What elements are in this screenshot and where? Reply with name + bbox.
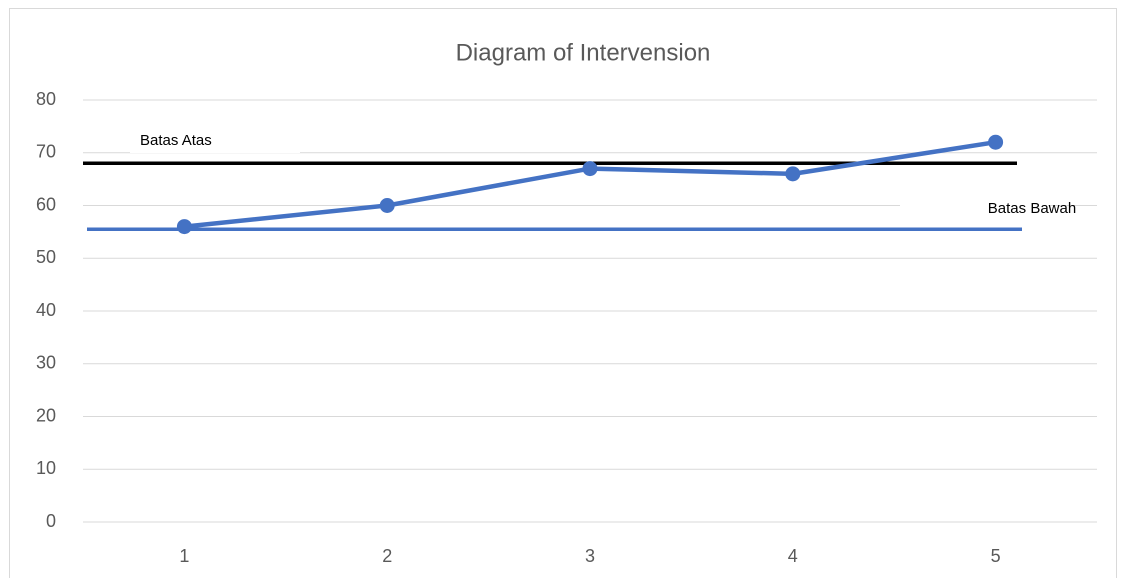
reference-label: Batas Atas <box>140 132 212 149</box>
data-point <box>988 134 1004 150</box>
y-tick-label: 30 <box>36 353 56 373</box>
y-tick-label: 20 <box>36 405 56 425</box>
x-tick-label: 3 <box>585 546 595 566</box>
x-tick-label: 5 <box>991 546 1001 566</box>
y-tick-label: 60 <box>36 194 56 214</box>
data-point <box>176 219 192 235</box>
chart-border <box>9 8 1117 578</box>
reference-label: Batas Bawah <box>988 200 1076 217</box>
y-tick-label: 70 <box>36 142 56 162</box>
y-tick-label: 50 <box>36 247 56 267</box>
data-point <box>582 161 598 177</box>
chart-title: Diagram of Intervension <box>456 39 711 66</box>
label-background <box>130 129 300 153</box>
label-background <box>900 197 1050 221</box>
x-tick-label: 1 <box>179 546 189 566</box>
x-tick-label: 4 <box>788 546 798 566</box>
y-tick-label: 80 <box>36 89 56 109</box>
y-tick-label: 10 <box>36 458 56 478</box>
data-point <box>785 166 801 182</box>
y-tick-label: 40 <box>36 300 56 320</box>
y-tick-label: 0 <box>46 511 56 531</box>
x-tick-label: 2 <box>382 546 392 566</box>
data-point <box>379 198 395 213</box>
